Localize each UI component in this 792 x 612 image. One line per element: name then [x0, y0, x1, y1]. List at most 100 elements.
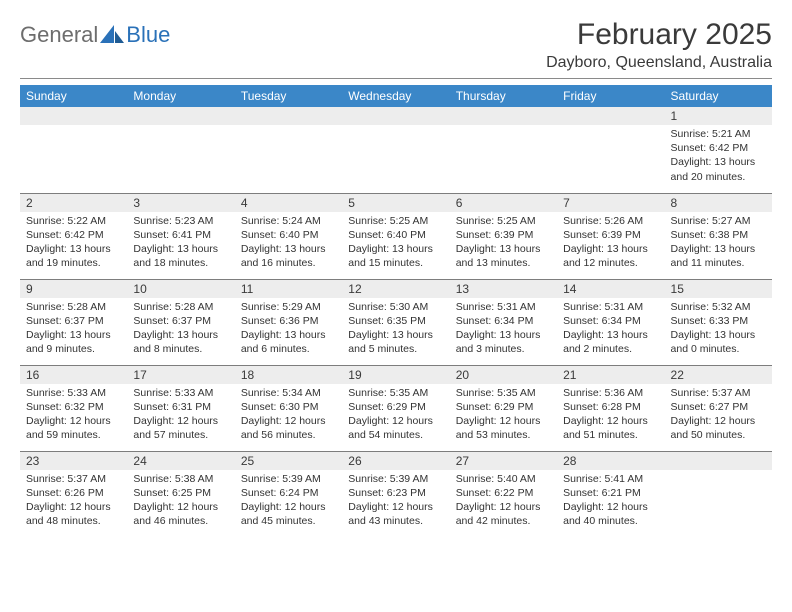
day-number: 18: [235, 366, 342, 384]
empty-day-number: [557, 107, 664, 125]
day-sunrise-line: Sunrise: 5:33 AM: [26, 386, 121, 400]
day-number: 16: [20, 366, 127, 384]
day-day1-line: Daylight: 12 hours: [348, 414, 443, 428]
day-number: 6: [450, 194, 557, 212]
day-day2-line: and 15 minutes.: [348, 256, 443, 270]
calendar-cell: 15Sunrise: 5:32 AMSunset: 6:33 PMDayligh…: [665, 279, 772, 365]
day-day2-line: and 46 minutes.: [133, 514, 228, 528]
day-number: 1: [665, 107, 772, 125]
calendar-week-row: 9Sunrise: 5:28 AMSunset: 6:37 PMDaylight…: [20, 279, 772, 365]
day-sunset-line: Sunset: 6:37 PM: [26, 314, 121, 328]
day-day1-line: Daylight: 13 hours: [26, 242, 121, 256]
day-number: 20: [450, 366, 557, 384]
calendar-cell: 27Sunrise: 5:40 AMSunset: 6:22 PMDayligh…: [450, 451, 557, 537]
day-day1-line: Daylight: 12 hours: [133, 414, 228, 428]
day-sunset-line: Sunset: 6:40 PM: [348, 228, 443, 242]
day-sunset-line: Sunset: 6:25 PM: [133, 486, 228, 500]
day-day2-line: and 40 minutes.: [563, 514, 658, 528]
day-day2-line: and 2 minutes.: [563, 342, 658, 356]
day-sunrise-line: Sunrise: 5:35 AM: [348, 386, 443, 400]
day-day1-line: Daylight: 13 hours: [133, 242, 228, 256]
day-day2-line: and 11 minutes.: [671, 256, 766, 270]
logo-text-gray: General: [20, 22, 98, 48]
day-number: 14: [557, 280, 664, 298]
day-day2-line: and 43 minutes.: [348, 514, 443, 528]
day-sunset-line: Sunset: 6:34 PM: [563, 314, 658, 328]
day-sunset-line: Sunset: 6:40 PM: [241, 228, 336, 242]
day-sunset-line: Sunset: 6:39 PM: [563, 228, 658, 242]
day-sunrise-line: Sunrise: 5:32 AM: [671, 300, 766, 314]
day-details: Sunrise: 5:33 AMSunset: 6:32 PMDaylight:…: [20, 384, 127, 447]
day-sunset-line: Sunset: 6:41 PM: [133, 228, 228, 242]
calendar-week-row: 23Sunrise: 5:37 AMSunset: 6:26 PMDayligh…: [20, 451, 772, 537]
day-day1-line: Daylight: 13 hours: [456, 242, 551, 256]
calendar-cell: 1Sunrise: 5:21 AMSunset: 6:42 PMDaylight…: [665, 107, 772, 193]
calendar-cell: 11Sunrise: 5:29 AMSunset: 6:36 PMDayligh…: [235, 279, 342, 365]
day-number: 22: [665, 366, 772, 384]
day-details: Sunrise: 5:35 AMSunset: 6:29 PMDaylight:…: [450, 384, 557, 447]
day-day1-line: Daylight: 12 hours: [456, 500, 551, 514]
day-sunrise-line: Sunrise: 5:31 AM: [456, 300, 551, 314]
empty-day-number: [342, 107, 449, 125]
day-number: 24: [127, 452, 234, 470]
day-sunset-line: Sunset: 6:39 PM: [456, 228, 551, 242]
day-sunrise-line: Sunrise: 5:35 AM: [456, 386, 551, 400]
day-sunrise-line: Sunrise: 5:21 AM: [671, 127, 766, 141]
day-number: 13: [450, 280, 557, 298]
day-day1-line: Daylight: 12 hours: [563, 500, 658, 514]
day-number: 23: [20, 452, 127, 470]
calendar-cell: 12Sunrise: 5:30 AMSunset: 6:35 PMDayligh…: [342, 279, 449, 365]
day-details: Sunrise: 5:37 AMSunset: 6:26 PMDaylight:…: [20, 470, 127, 533]
day-sunset-line: Sunset: 6:21 PM: [563, 486, 658, 500]
day-sunset-line: Sunset: 6:29 PM: [456, 400, 551, 414]
day-sunrise-line: Sunrise: 5:36 AM: [563, 386, 658, 400]
day-details: Sunrise: 5:39 AMSunset: 6:23 PMDaylight:…: [342, 470, 449, 533]
day-number: 26: [342, 452, 449, 470]
day-day1-line: Daylight: 13 hours: [456, 328, 551, 342]
day-sunrise-line: Sunrise: 5:30 AM: [348, 300, 443, 314]
calendar-cell: 22Sunrise: 5:37 AMSunset: 6:27 PMDayligh…: [665, 365, 772, 451]
day-day1-line: Daylight: 13 hours: [348, 242, 443, 256]
day-number: 7: [557, 194, 664, 212]
calendar-cell: [450, 107, 557, 193]
day-sunrise-line: Sunrise: 5:24 AM: [241, 214, 336, 228]
day-day2-line: and 8 minutes.: [133, 342, 228, 356]
calendar-cell: 25Sunrise: 5:39 AMSunset: 6:24 PMDayligh…: [235, 451, 342, 537]
day-details: Sunrise: 5:27 AMSunset: 6:38 PMDaylight:…: [665, 212, 772, 275]
day-day2-line: and 51 minutes.: [563, 428, 658, 442]
logo: General Blue: [20, 18, 170, 48]
calendar-table: Sunday Monday Tuesday Wednesday Thursday…: [20, 85, 772, 537]
day-sunrise-line: Sunrise: 5:25 AM: [348, 214, 443, 228]
day-sunset-line: Sunset: 6:27 PM: [671, 400, 766, 414]
day-day1-line: Daylight: 12 hours: [241, 414, 336, 428]
header-rule: [20, 78, 772, 79]
calendar-week-row: 1Sunrise: 5:21 AMSunset: 6:42 PMDaylight…: [20, 107, 772, 193]
day-day2-line: and 42 minutes.: [456, 514, 551, 528]
day-day1-line: Daylight: 12 hours: [348, 500, 443, 514]
day-sunset-line: Sunset: 6:23 PM: [348, 486, 443, 500]
day-day2-line: and 20 minutes.: [671, 170, 766, 184]
day-details: Sunrise: 5:24 AMSunset: 6:40 PMDaylight:…: [235, 212, 342, 275]
calendar-cell: 20Sunrise: 5:35 AMSunset: 6:29 PMDayligh…: [450, 365, 557, 451]
calendar-cell: 9Sunrise: 5:28 AMSunset: 6:37 PMDaylight…: [20, 279, 127, 365]
day-details: Sunrise: 5:38 AMSunset: 6:25 PMDaylight:…: [127, 470, 234, 533]
calendar-cell: 7Sunrise: 5:26 AMSunset: 6:39 PMDaylight…: [557, 193, 664, 279]
calendar-body: 1Sunrise: 5:21 AMSunset: 6:42 PMDaylight…: [20, 107, 772, 537]
weekday-header: Thursday: [450, 85, 557, 107]
calendar-cell: 24Sunrise: 5:38 AMSunset: 6:25 PMDayligh…: [127, 451, 234, 537]
day-day1-line: Daylight: 12 hours: [456, 414, 551, 428]
calendar-cell: 6Sunrise: 5:25 AMSunset: 6:39 PMDaylight…: [450, 193, 557, 279]
calendar-cell: [235, 107, 342, 193]
day-day2-line: and 48 minutes.: [26, 514, 121, 528]
day-sunset-line: Sunset: 6:31 PM: [133, 400, 228, 414]
calendar-cell: [20, 107, 127, 193]
calendar-cell: [557, 107, 664, 193]
title-block: February 2025 Dayboro, Queensland, Austr…: [546, 18, 772, 72]
day-number: 9: [20, 280, 127, 298]
calendar-cell: [127, 107, 234, 193]
calendar-cell: 23Sunrise: 5:37 AMSunset: 6:26 PMDayligh…: [20, 451, 127, 537]
empty-day-number: [665, 452, 772, 470]
calendar-cell: 8Sunrise: 5:27 AMSunset: 6:38 PMDaylight…: [665, 193, 772, 279]
weekday-header: Monday: [127, 85, 234, 107]
logo-text-blue: Blue: [126, 22, 170, 48]
